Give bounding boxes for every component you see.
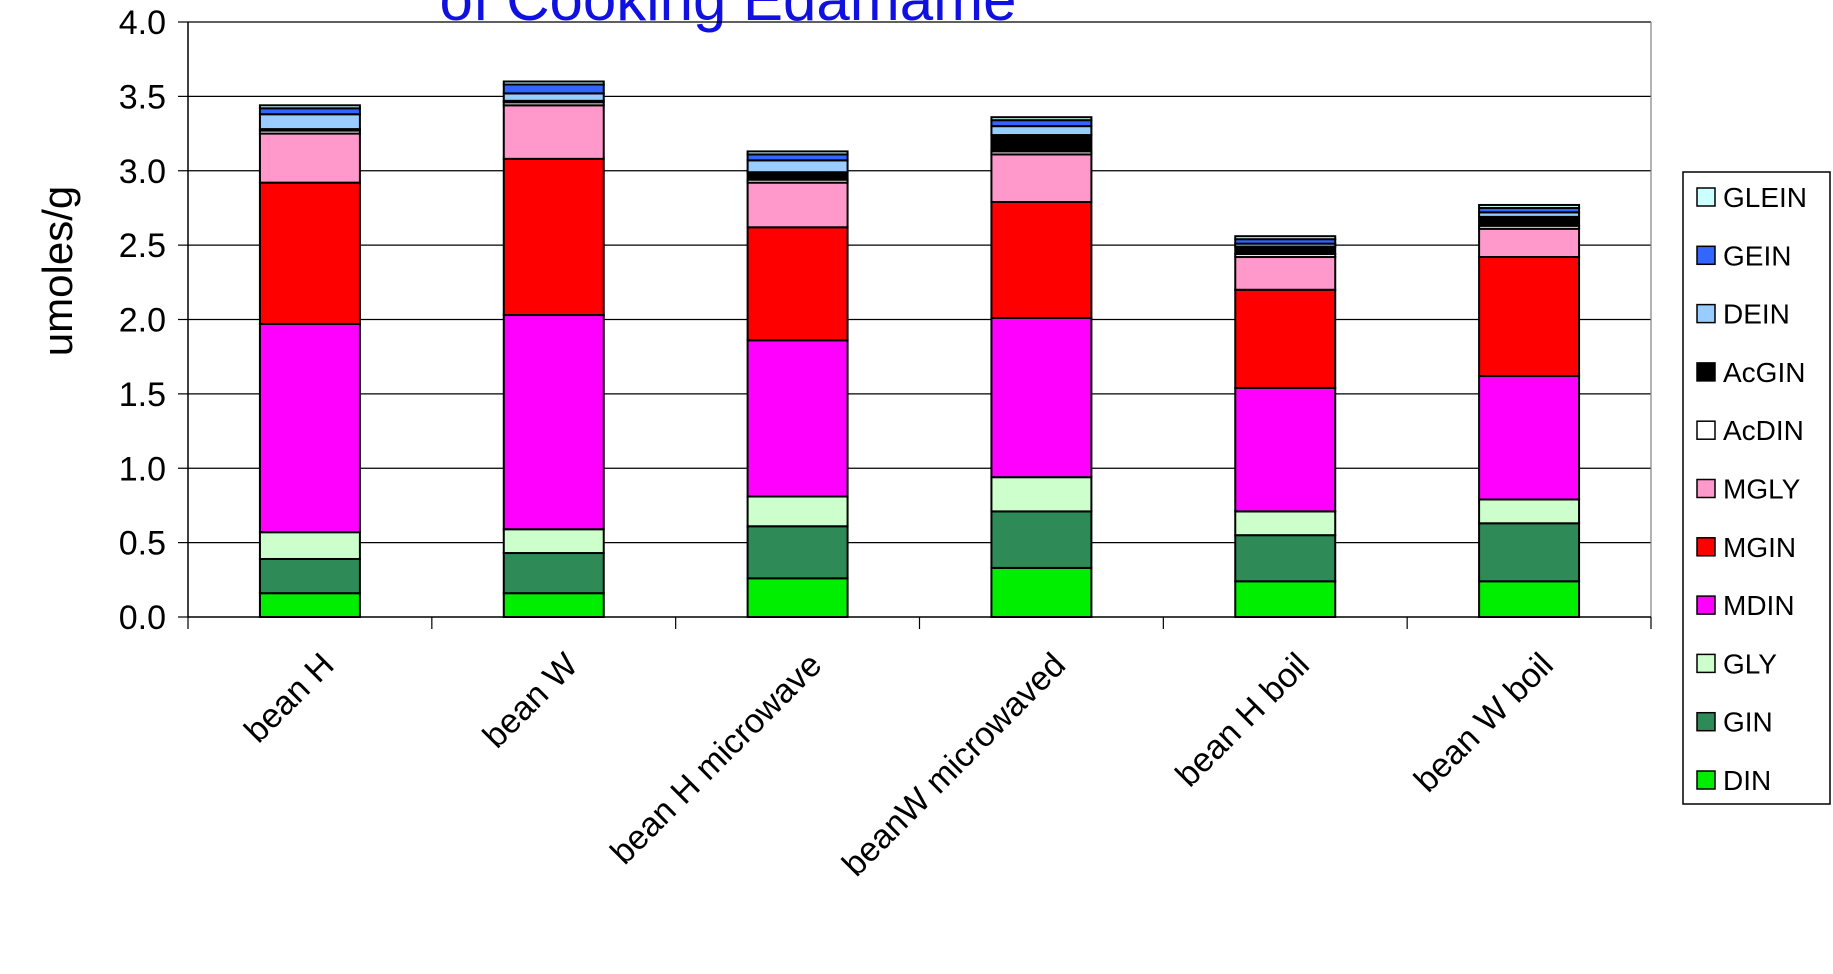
- bar-segment-gin: [1234, 534, 1337, 583]
- legend-label: MGIN: [1723, 532, 1796, 563]
- legend-swatch-gly: [1696, 653, 1716, 674]
- bar-segment-gein: [502, 83, 605, 95]
- legend-label: AcDIN: [1723, 415, 1804, 446]
- bar-segment-din: [1478, 580, 1581, 618]
- axes: [178, 21, 1652, 629]
- bar-segment-gin: [990, 510, 1093, 569]
- bar-segment-glein: [990, 116, 1093, 122]
- bar-segment-acgin: [1478, 215, 1581, 227]
- bar-segment-mdin: [258, 322, 361, 534]
- y-tick-label: 4.0: [119, 4, 166, 42]
- bar-segment-mgly: [1478, 227, 1581, 259]
- legend-label: GLY: [1723, 648, 1777, 679]
- chart-title: of Cooking Edamame: [440, 0, 1017, 33]
- bar-segment-gin: [502, 552, 605, 595]
- bar-segment-mgin: [1234, 288, 1337, 389]
- legend-swatch-glein: [1696, 187, 1716, 207]
- bar-segment-gly: [1234, 510, 1337, 537]
- legend-label: DEIN: [1723, 299, 1790, 330]
- bar-segment-dein: [990, 125, 1093, 137]
- bar-segment-acgin: [990, 134, 1093, 153]
- bar-segment-dein: [746, 159, 849, 174]
- y-tick-label: 0.0: [119, 599, 166, 637]
- legend-label: GEIN: [1723, 240, 1791, 271]
- bar-segment-glein: [502, 80, 605, 86]
- legend-swatch-mdin: [1696, 595, 1716, 615]
- bar-segment-mgin: [990, 200, 1093, 320]
- x-category-label: bean W: [476, 646, 586, 756]
- bar-segment-mdin: [1234, 386, 1337, 513]
- x-category-label: bean H microwave: [603, 646, 829, 872]
- legend-swatch-dein: [1696, 303, 1716, 324]
- legend-swatch-acdin: [1696, 420, 1716, 440]
- bar-segment-glein: [1234, 235, 1337, 241]
- bar-segment-mgin: [746, 226, 849, 342]
- legend-swatch-acgin: [1696, 362, 1716, 382]
- bar-segment-dein: [258, 113, 361, 131]
- bar-segment-mgly: [258, 132, 361, 184]
- bar-segment-gly: [1478, 498, 1581, 525]
- bar-segment-gin: [1478, 522, 1581, 583]
- bar-segment-gin: [258, 557, 361, 595]
- bar-segment-gin: [746, 525, 849, 580]
- x-category-label: bean W boil: [1407, 646, 1561, 800]
- y-tick-label: 2.5: [119, 227, 166, 265]
- x-category-label: bean H boil: [1168, 646, 1317, 795]
- bar-segment-acgin: [1234, 245, 1337, 256]
- bar-segment-gly: [502, 528, 605, 555]
- x-category-label: bean H: [237, 646, 341, 750]
- bars: [258, 80, 1581, 619]
- y-tick-label: 3.0: [119, 153, 166, 191]
- legend-swatch-mgly: [1696, 478, 1716, 499]
- bar-segment-mgin: [502, 157, 605, 317]
- bar-segment-mdin: [502, 314, 605, 531]
- bar-segment-glein: [258, 104, 361, 110]
- bar-segment-gly: [990, 476, 1093, 513]
- bar-segment-mgly: [1234, 256, 1337, 291]
- y-tick-label: 1.5: [119, 376, 166, 414]
- bar-segment-mdin: [1478, 375, 1581, 501]
- legend-label: AcGIN: [1723, 357, 1805, 388]
- bar-segment-dein: [502, 92, 605, 102]
- gridlines: [188, 21, 1651, 544]
- y-axis-label: umoles/g: [34, 186, 81, 356]
- legend-swatch-gein: [1696, 245, 1716, 266]
- bar-segment-din: [1234, 580, 1337, 618]
- bar-segment-mgly: [990, 153, 1093, 203]
- legend-label: MDIN: [1723, 590, 1795, 621]
- bar-segment-din: [990, 566, 1093, 618]
- y-tick-label: 2.0: [119, 302, 166, 340]
- bar-segment-din: [746, 577, 849, 619]
- legend-label: GIN: [1723, 707, 1773, 738]
- legend-label: MGLY: [1723, 474, 1801, 505]
- y-tick-labels: 0.0 0.5 1.0 1.5 2.0 2.5 3.0 3.5 4.0: [119, 4, 166, 637]
- bar-segment-acgin: [746, 171, 849, 181]
- legend-swatch-mgin: [1696, 537, 1716, 557]
- bar-segment-glein: [1478, 203, 1581, 209]
- legend-label: GLEIN: [1723, 182, 1807, 213]
- y-tick-label: 3.5: [119, 78, 166, 116]
- y-tick-label: 0.5: [119, 525, 166, 563]
- legend-swatch-gin: [1696, 711, 1716, 732]
- bar-segment-mgin: [258, 181, 361, 325]
- bar-segment-gly: [258, 531, 361, 560]
- bar-segment-gly: [746, 495, 849, 528]
- bar-segment-mgin: [1478, 256, 1581, 378]
- bar-segment-mgly: [502, 104, 605, 160]
- bar-segment-mgly: [746, 181, 849, 229]
- y-tick-label: 1.0: [119, 450, 166, 488]
- x-category-label: beanW microwaved: [835, 646, 1073, 884]
- bar-segment-din: [502, 592, 605, 619]
- legend-swatch-din: [1696, 770, 1716, 790]
- bar-segment-mdin: [746, 339, 849, 498]
- bar-segment-glein: [746, 150, 849, 156]
- bar-segment-mdin: [990, 317, 1093, 479]
- legend-label: DIN: [1723, 765, 1771, 796]
- legend: GLEIN GEIN DEIN AcGIN AcDIN MGLY MGIN MDIN GLY GI…: [1682, 171, 1831, 805]
- bar-segment-din: [258, 592, 361, 619]
